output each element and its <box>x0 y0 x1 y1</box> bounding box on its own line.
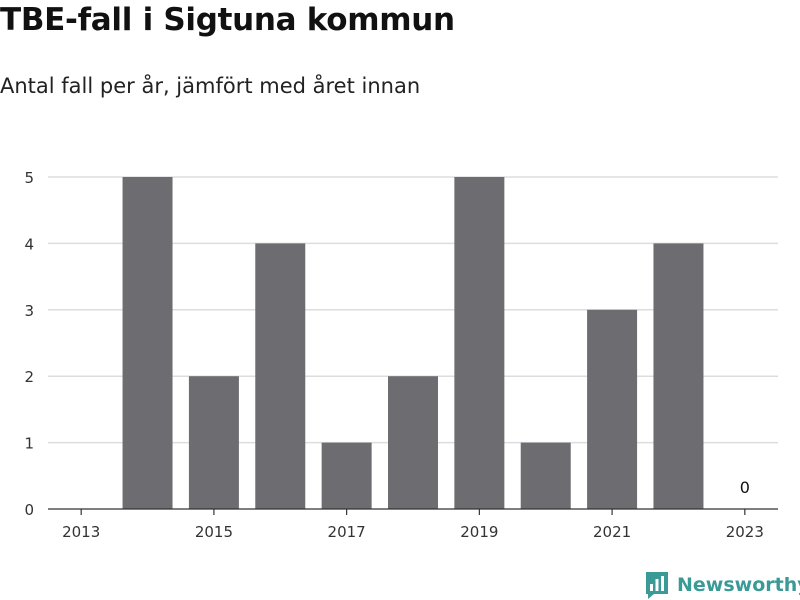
x-tick-label: 2013 <box>62 523 100 541</box>
bar <box>587 309 638 509</box>
chart-subtitle: Antal fall per år, jämfört med året inna… <box>0 74 421 98</box>
x-tick-label: 2019 <box>460 523 498 541</box>
brand-name: Newsworthy <box>677 574 800 596</box>
bar <box>321 442 372 509</box>
newsworthy-logo-icon <box>646 572 668 599</box>
bar <box>520 442 571 509</box>
x-tick-label: 2017 <box>328 523 366 541</box>
data-label: 0 <box>740 478 750 497</box>
bar <box>454 177 505 509</box>
bar <box>255 243 306 509</box>
bar <box>188 376 239 509</box>
bar <box>122 177 173 509</box>
y-tick-label: 5 <box>24 169 34 187</box>
chart-title: TBE-fall i Sigtuna kommun <box>0 2 455 38</box>
x-tick-label: 2021 <box>593 523 631 541</box>
y-tick-label: 4 <box>24 235 34 253</box>
bar <box>653 243 704 509</box>
x-tick-label: 2015 <box>195 523 233 541</box>
y-tick-label: 1 <box>24 435 34 453</box>
y-tick-label: 2 <box>24 368 34 386</box>
brand-logo: Newsworthy <box>644 570 800 600</box>
y-tick-label: 0 <box>24 501 34 519</box>
bar <box>388 376 438 509</box>
x-tick-label: 2023 <box>726 523 764 541</box>
y-tick-label: 3 <box>24 302 34 320</box>
